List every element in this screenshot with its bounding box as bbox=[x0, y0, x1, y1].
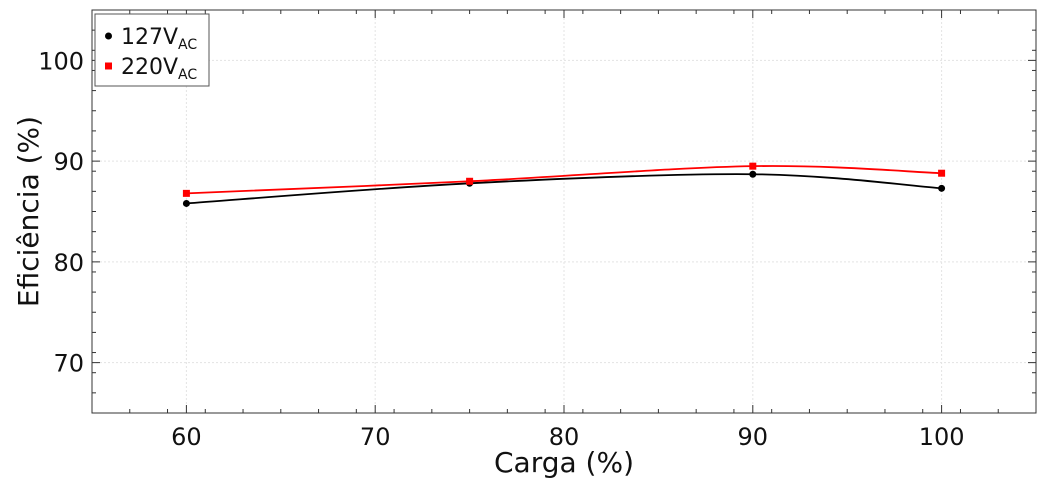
legend-marker bbox=[105, 62, 112, 70]
y-tick-label: 90 bbox=[53, 148, 84, 176]
y-axis-title: Eficiência (%) bbox=[12, 116, 45, 307]
y-tick-label: 80 bbox=[53, 249, 84, 277]
y-tick-label: 70 bbox=[53, 350, 84, 378]
legend-label-main: 127V bbox=[121, 25, 178, 50]
data-point bbox=[182, 199, 190, 207]
data-point bbox=[182, 189, 190, 197]
series-0 bbox=[182, 170, 946, 207]
legend-label-subscript: AC bbox=[178, 37, 197, 53]
series-1 bbox=[182, 162, 946, 197]
data-point bbox=[749, 170, 757, 178]
y-tick-label: 100 bbox=[38, 47, 84, 75]
data-point bbox=[938, 184, 946, 192]
data-point bbox=[466, 177, 474, 185]
x-tick-label: 80 bbox=[549, 423, 580, 451]
x-axis-title: Carga (%) bbox=[494, 446, 634, 479]
tick-labels: 60 70 80 90 100 70 80 90 100 bbox=[38, 47, 964, 451]
x-tick-label: 90 bbox=[738, 423, 769, 451]
data-point bbox=[749, 162, 757, 170]
series-line bbox=[186, 173, 942, 205]
x-tick-label: 60 bbox=[171, 423, 202, 451]
legend-label: 220VAC bbox=[121, 55, 197, 83]
legend-label-subscript: AC bbox=[178, 67, 197, 83]
grid-lines bbox=[92, 10, 1036, 413]
x-tick-label: 100 bbox=[919, 423, 965, 451]
x-tick-label: 70 bbox=[360, 423, 391, 451]
legend-label: 127VAC bbox=[121, 25, 197, 53]
series-line bbox=[186, 165, 942, 195]
legend-marker bbox=[105, 32, 112, 40]
axis-ticks bbox=[91, 9, 1037, 414]
series-layer bbox=[182, 162, 946, 207]
data-point bbox=[938, 169, 946, 177]
legend-label-main: 220V bbox=[121, 55, 178, 80]
legend-box bbox=[94, 13, 210, 87]
